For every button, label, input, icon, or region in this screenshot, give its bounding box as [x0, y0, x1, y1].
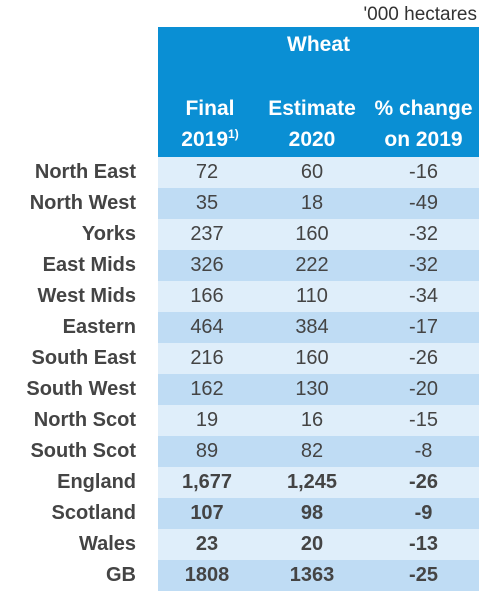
region-label: East Mids [0, 250, 158, 281]
final-2019-cell: 89 [158, 436, 256, 467]
region-label: North West [0, 188, 158, 219]
percent-change-cell: -17 [368, 312, 479, 343]
estimate-2020-cell: 98 [256, 498, 368, 529]
region-label: South Scot [0, 436, 158, 467]
table-row: North East 72 60 -16 [0, 157, 479, 188]
footnote-marker: 1) [228, 127, 239, 141]
percent-change-cell: -26 [368, 343, 479, 374]
percent-change-cell: -32 [368, 250, 479, 281]
final-2019-cell: 216 [158, 343, 256, 374]
estimate-2020-cell: 1,245 [256, 467, 368, 498]
percent-change-cell: -49 [368, 188, 479, 219]
region-label: Wales [0, 529, 158, 560]
unit-label: '000 hectares [363, 4, 477, 25]
estimate-2020-cell: 130 [256, 374, 368, 405]
estimate-2020-cell: 20 [256, 529, 368, 560]
table-row: South Scot 89 82 -8 [0, 436, 479, 467]
table-row: Wales 23 20 -13 [0, 529, 479, 560]
table-row: North West 35 18 -49 [0, 188, 479, 219]
final-2019-cell: 35 [158, 188, 256, 219]
final-2019-cell: 1,677 [158, 467, 256, 498]
table-row: West Mids 166 110 -34 [0, 281, 479, 312]
header-estimate: Estimate 2020 [256, 93, 368, 155]
region-label: North Scot [0, 405, 158, 436]
region-label: North East [0, 157, 158, 188]
final-2019-cell: 72 [158, 157, 256, 188]
header-change-line1: % change [374, 97, 473, 120]
estimate-2020-cell: 60 [256, 157, 368, 188]
table-row: Scotland 107 98 -9 [0, 498, 479, 529]
header-change-line2: on 2019 [384, 128, 463, 151]
region-label: GB [0, 560, 158, 591]
region-label: South West [0, 374, 158, 405]
estimate-2020-cell: 160 [256, 219, 368, 250]
header-change: % change on 2019 [368, 93, 479, 155]
header-estimate-line1: Estimate [268, 97, 356, 120]
table-row: North Scot 19 16 -15 [0, 405, 479, 436]
header-final-line2: 2019 [181, 128, 229, 151]
header-final: Final 20191) [158, 93, 262, 155]
region-label: England [0, 467, 158, 498]
estimate-2020-cell: 18 [256, 188, 368, 219]
region-label: Eastern [0, 312, 158, 343]
estimate-2020-cell: 82 [256, 436, 368, 467]
table-row: East Mids 326 222 -32 [0, 250, 479, 281]
final-2019-cell: 19 [158, 405, 256, 436]
percent-change-cell: -25 [368, 560, 479, 591]
final-2019-cell: 237 [158, 219, 256, 250]
percent-change-cell: -16 [368, 157, 479, 188]
table-row: England 1,677 1,245 -26 [0, 467, 479, 498]
table-row: South West 162 130 -20 [0, 374, 479, 405]
final-2019-cell: 23 [158, 529, 256, 560]
percent-change-cell: -26 [368, 467, 479, 498]
percent-change-cell: -8 [368, 436, 479, 467]
estimate-2020-cell: 16 [256, 405, 368, 436]
final-2019-cell: 162 [158, 374, 256, 405]
table-header: Wheat Final 20191) Estimate 2020 % chang… [158, 27, 479, 157]
estimate-2020-cell: 1363 [256, 560, 368, 591]
region-label: Scotland [0, 498, 158, 529]
table-row: GB 1808 1363 -25 [0, 560, 479, 591]
final-2019-cell: 464 [158, 312, 256, 343]
region-label: West Mids [0, 281, 158, 312]
final-2019-cell: 326 [158, 250, 256, 281]
data-table: North East 72 60 -16 North West 35 18 -49 Yorks 2… [0, 157, 479, 591]
percent-change-cell: -32 [368, 219, 479, 250]
table-row: Yorks 237 160 -32 [0, 219, 479, 250]
final-2019-cell: 1808 [158, 560, 256, 591]
header-final-line1: Final [185, 97, 235, 120]
percent-change-cell: -34 [368, 281, 479, 312]
table-row: Eastern 464 384 -17 [0, 312, 479, 343]
percent-change-cell: -20 [368, 374, 479, 405]
final-2019-cell: 166 [158, 281, 256, 312]
percent-change-cell: -13 [368, 529, 479, 560]
table-row: South East 216 160 -26 [0, 343, 479, 374]
header-title: Wheat [287, 33, 350, 56]
final-2019-cell: 107 [158, 498, 256, 529]
estimate-2020-cell: 222 [256, 250, 368, 281]
estimate-2020-cell: 160 [256, 343, 368, 374]
percent-change-cell: -9 [368, 498, 479, 529]
percent-change-cell: -15 [368, 405, 479, 436]
header-estimate-line2: 2020 [288, 128, 336, 151]
region-label: South East [0, 343, 158, 374]
region-label: Yorks [0, 219, 158, 250]
estimate-2020-cell: 110 [256, 281, 368, 312]
estimate-2020-cell: 384 [256, 312, 368, 343]
